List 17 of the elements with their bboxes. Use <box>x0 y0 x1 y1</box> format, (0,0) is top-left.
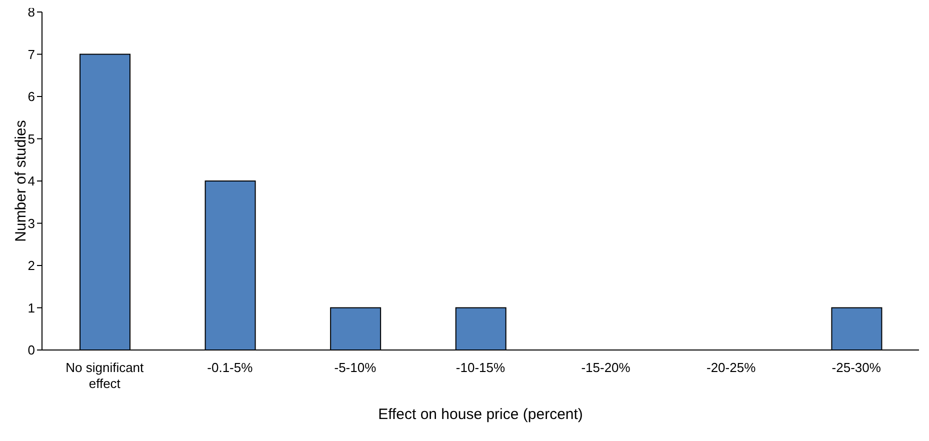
y-tick-label: 4 <box>28 174 35 189</box>
y-tick-label: 5 <box>28 131 35 146</box>
y-tick-label: 1 <box>28 300 35 316</box>
x-axis-title: Effect on house price (percent) <box>378 406 583 423</box>
y-tick-label: 3 <box>28 216 35 231</box>
x-tick-label: -15-20% <box>581 360 631 375</box>
x-tick-label: No significant effect <box>66 360 144 391</box>
y-tick-label: 0 <box>28 342 35 358</box>
y-tick-label: 6 <box>28 89 35 104</box>
x-tick-label: -10-15% <box>456 360 506 375</box>
x-tick-label: -20-25% <box>706 360 756 375</box>
x-tick-label: -5-10% <box>334 360 377 375</box>
x-tick-label: -0.1-5% <box>207 360 254 375</box>
y-tick-label: 2 <box>28 258 35 274</box>
x-tick-label: -25-30% <box>832 360 882 375</box>
y-tick-label: 7 <box>28 46 35 62</box>
y-axis-title: Number of studies <box>12 120 30 242</box>
